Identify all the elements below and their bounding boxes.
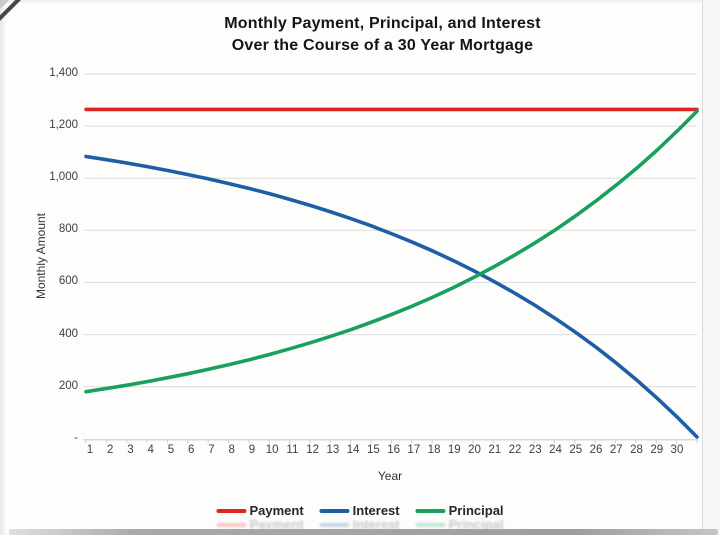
x-tick-label: 5 — [167, 444, 175, 456]
x-tick-label: 6 — [187, 444, 195, 456]
page-edge-left — [0, 0, 6, 535]
x-tick-label: 18 — [427, 444, 441, 456]
x-tick-label: 25 — [569, 444, 583, 456]
payment-line-swatch — [216, 508, 247, 513]
x-tick-label: 24 — [549, 444, 562, 456]
y-tick-label: 800 — [58, 223, 78, 236]
x-tick-label: 9 — [248, 444, 256, 456]
legend: Payment Interest Principal — [216, 503, 504, 518]
chart-title-line1: Monthly Payment, Principal, and Interest — [224, 15, 541, 32]
x-tick-label: 4 — [147, 444, 154, 456]
x-tick-label: 13 — [326, 444, 340, 456]
x-tick-label: 22 — [508, 444, 522, 456]
y-tick-label: 1,200 — [49, 119, 78, 132]
y-tick-label: - — [74, 431, 78, 444]
x-axis-title: Year — [377, 469, 403, 483]
x-tick-label: 19 — [447, 444, 461, 456]
photo-artifact-bar — [9, 529, 718, 535]
x-tick-label: 11 — [286, 444, 299, 456]
x-tick-label: 8 — [228, 444, 235, 456]
payment-swatch-ghost — [216, 522, 247, 527]
x-tick-label: 14 — [346, 444, 360, 456]
y-tick-label: 400 — [58, 327, 78, 340]
x-tick-label: 12 — [306, 444, 320, 456]
legend-label-interest: Interest — [352, 503, 400, 518]
x-tick-label: 10 — [265, 444, 279, 456]
series-principal-line — [84, 109, 699, 394]
x-tick-label: 23 — [528, 444, 542, 456]
chart-title-line2: Over the Course of a 30 Year Mortgage — [231, 37, 534, 54]
legend-ghost-item: Principal — [415, 517, 504, 532]
x-tick-label: 2 — [107, 444, 114, 456]
page-edge-right — [702, 0, 720, 535]
series-interest-line — [84, 154, 699, 439]
legend-ghost-item: Payment — [216, 517, 304, 532]
principal-line-swatch — [415, 508, 446, 513]
x-tick-label: 17 — [407, 444, 421, 456]
y-tick-label: 200 — [58, 379, 78, 392]
principal-swatch-ghost — [415, 522, 446, 527]
y-axis-title: Monthly Amount — [34, 212, 48, 300]
x-tick-label: 28 — [630, 444, 643, 456]
y-tick-label: 1,000 — [49, 171, 78, 184]
x-tick-label: 20 — [468, 444, 481, 456]
interest-swatch-ghost — [319, 522, 350, 527]
x-tick-label: 27 — [609, 444, 623, 456]
chart-title: Monthly Payment, Principal, and Interest… — [45, 13, 720, 57]
legend-ghost-label: Payment — [249, 517, 304, 532]
interest-line-swatch — [319, 508, 350, 513]
x-tick-label: 29 — [650, 444, 664, 456]
legend-item-payment: Payment — [216, 503, 304, 518]
y-tick-label: 600 — [58, 275, 78, 288]
legend-label-principal: Principal — [448, 503, 504, 518]
x-tick-label: 3 — [127, 444, 134, 456]
legend-ghost-label: Interest — [352, 517, 400, 532]
legend-item-interest: Interest — [319, 503, 400, 518]
legend-reflection-artifact: Payment Interest Principal — [216, 517, 504, 532]
legend-ghost-item: Interest — [319, 517, 400, 532]
y-tick-label: 1,400 — [49, 67, 78, 79]
x-tick-label: 21 — [488, 444, 502, 456]
legend-item-principal: Principal — [415, 503, 504, 518]
x-tick-label: 15 — [366, 444, 380, 456]
x-tick-label: 30 — [670, 444, 684, 456]
x-tick-label: 26 — [589, 444, 603, 456]
page-edge-top — [0, 0, 720, 5]
x-tick-label: 16 — [387, 444, 400, 456]
x-tick-label: 1 — [86, 444, 94, 456]
legend-label-payment: Payment — [249, 503, 304, 518]
x-tick-label: 7 — [208, 444, 215, 456]
legend-ghost-label: Principal — [448, 517, 504, 532]
